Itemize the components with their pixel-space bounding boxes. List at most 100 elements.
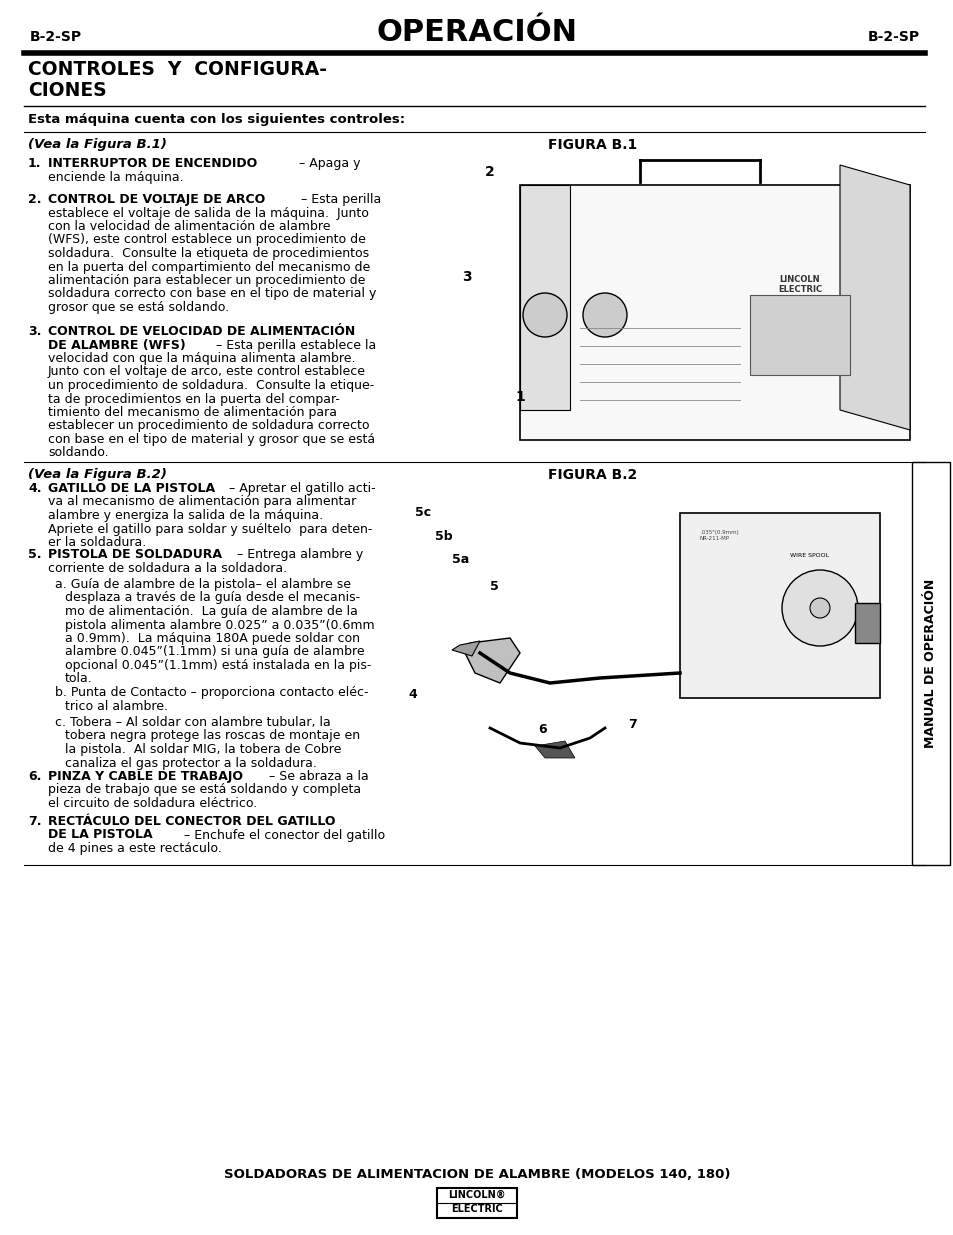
Text: ta de procedimientos en la puerta del compar-: ta de procedimientos en la puerta del co… [48,393,339,405]
Text: desplaza a través de la guía desde el mecanis-: desplaza a través de la guía desde el me… [65,592,359,604]
Text: B-2-SP: B-2-SP [30,30,82,44]
Text: 3.: 3. [28,325,41,338]
Text: (Vea la Figura B.2): (Vea la Figura B.2) [28,468,167,480]
Text: FIGURA B.1: FIGURA B.1 [547,138,637,152]
Text: de 4 pines a este rectáculo.: de 4 pines a este rectáculo. [48,842,221,855]
Bar [749,295,849,375]
Text: LINCOLN
ELECTRIC: LINCOLN ELECTRIC [777,275,821,294]
Text: (Vea la Figura B.1): (Vea la Figura B.1) [28,138,167,151]
Text: pieza de trabajo que se está soldando y completa: pieza de trabajo que se está soldando y … [48,783,361,797]
Text: a. Guía de alambre de la pistola– el alambre se: a. Guía de alambre de la pistola– el ala… [55,578,351,592]
Text: OPERACIÓN: OPERACIÓN [376,19,577,47]
Text: 2.: 2. [28,193,42,206]
Text: GATILLO DE LA PISTOLA: GATILLO DE LA PISTOLA [48,482,214,495]
Text: soldadura.  Consulte la etiqueta de procedimientos: soldadura. Consulte la etiqueta de proce… [48,247,369,261]
Text: trico al alambre.: trico al alambre. [65,699,168,713]
Text: corriente de soldadura a la soldadora.: corriente de soldadura a la soldadora. [48,562,287,574]
Text: Apriete el gatillo para soldar y suéltelo  para deten-: Apriete el gatillo para soldar y suéltel… [48,522,372,536]
Text: enciende la máquina.: enciende la máquina. [48,170,183,184]
Text: – Enchufe el conector del gatillo: – Enchufe el conector del gatillo [180,829,385,841]
Text: 5c: 5c [415,506,431,519]
Text: alambre 0.045”(1.1mm) si una guía de alambre: alambre 0.045”(1.1mm) si una guía de ala… [65,646,364,658]
Text: soldando.: soldando. [48,447,109,459]
Text: 1: 1 [515,390,524,404]
Text: WIRE SPOOL: WIRE SPOOL [790,553,829,558]
Text: 7: 7 [627,718,636,731]
Text: – Esta perilla establece la: – Esta perilla establece la [212,338,375,352]
Text: Junto con el voltaje de arco, este control establece: Junto con el voltaje de arco, este contr… [48,366,366,378]
Text: opcional 0.045”(1.1mm) está instalada en la pis-: opcional 0.045”(1.1mm) está instalada en… [65,659,371,672]
Text: canaliza el gas protector a la soldadura.: canaliza el gas protector a la soldadura… [65,757,316,769]
Text: ELECTRIC: ELECTRIC [451,1204,502,1214]
Text: 1.: 1. [28,157,42,170]
Circle shape [582,293,626,337]
Polygon shape [535,741,575,758]
Text: tola.: tola. [65,673,92,685]
Text: alimentación para establecer un procedimiento de: alimentación para establecer un procedim… [48,274,365,287]
Text: la pistola.  Al soldar MIG, la tobera de Cobre: la pistola. Al soldar MIG, la tobera de … [65,743,341,756]
Text: CONTROL DE VOLTAJE DE ARCO: CONTROL DE VOLTAJE DE ARCO [48,193,265,206]
Text: 7.: 7. [28,815,42,827]
Text: MANUAL DE OPERACIÓN: MANUAL DE OPERACIÓN [923,579,937,748]
Text: establecer un procedimiento de soldadura correcto: establecer un procedimiento de soldadura… [48,420,369,432]
Bar [854,603,879,643]
Text: – Se abraza a la: – Se abraza a la [265,769,369,783]
Text: a 0.9mm).  La máquina 180A puede soldar con: a 0.9mm). La máquina 180A puede soldar c… [65,632,359,645]
Circle shape [522,293,566,337]
Text: B-2-SP: B-2-SP [867,30,919,44]
Text: er la soldadura.: er la soldadura. [48,536,146,550]
Text: mo de alimentación.  La guía de alambre de la: mo de alimentación. La guía de alambre d… [65,605,357,618]
Polygon shape [452,641,479,656]
Text: 6: 6 [537,722,546,736]
Text: alambre y energiza la salida de la máquina.: alambre y energiza la salida de la máqui… [48,509,323,522]
Text: FIGURA B.2: FIGURA B.2 [547,468,637,482]
Text: pistola alimenta alambre 0.025” a 0.035”(0.6mm: pistola alimenta alambre 0.025” a 0.035”… [65,619,375,631]
Text: c. Tobera – Al soldar con alambre tubular, la: c. Tobera – Al soldar con alambre tubula… [55,716,331,729]
Circle shape [809,598,829,618]
Text: un procedimiento de soldadura.  Consulte la etique-: un procedimiento de soldadura. Consulte … [48,379,374,391]
Polygon shape [464,638,519,683]
Text: velocidad con que la máquina alimenta alambre.: velocidad con que la máquina alimenta al… [48,352,355,366]
Text: PISTOLA DE SOLDADURA: PISTOLA DE SOLDADURA [48,548,222,561]
Bar [519,185,909,440]
Text: CIONES: CIONES [28,82,107,100]
Text: 3: 3 [461,270,471,284]
Polygon shape [840,165,909,430]
Text: 2: 2 [484,165,495,179]
Text: soldadura correcto con base en el tipo de material y: soldadura correcto con base en el tipo d… [48,288,376,300]
Bar [679,513,879,698]
Text: RECTÁCULO DEL CONECTOR DEL GATILLO: RECTÁCULO DEL CONECTOR DEL GATILLO [48,815,335,827]
Text: con base en el tipo de material y grosor que se está: con base en el tipo de material y grosor… [48,433,375,446]
Text: 5b: 5b [435,530,452,543]
Bar [436,1188,517,1218]
Text: .035"(0.9mm)
NR-211-MP: .035"(0.9mm) NR-211-MP [700,530,738,541]
Text: CONTROL DE VELOCIDAD DE ALIMENTACIÓN: CONTROL DE VELOCIDAD DE ALIMENTACIÓN [48,325,355,338]
Text: establece el voltaje de salida de la máquina.  Junto: establece el voltaje de salida de la máq… [48,206,369,220]
Circle shape [781,571,857,646]
Text: 5.: 5. [28,548,42,561]
Text: 5: 5 [490,580,498,593]
Text: PINZA Y CABLE DE TRABAJO: PINZA Y CABLE DE TRABAJO [48,769,243,783]
Text: grosor que se está soldando.: grosor que se está soldando. [48,301,229,314]
Text: 6.: 6. [28,769,41,783]
Text: – Esta perilla: – Esta perilla [296,193,381,206]
Text: – Apaga y: – Apaga y [294,157,360,170]
Text: – Entrega alambre y: – Entrega alambre y [233,548,363,561]
Text: – Apretar el gatillo acti-: – Apretar el gatillo acti- [225,482,375,495]
Text: con la velocidad de alimentación de alambre: con la velocidad de alimentación de alam… [48,220,330,233]
Text: tobera negra protege las roscas de montaje en: tobera negra protege las roscas de monta… [65,730,359,742]
Text: SOLDADORAS DE ALIMENTACION DE ALAMBRE (MODELOS 140, 180): SOLDADORAS DE ALIMENTACION DE ALAMBRE (M… [224,1168,729,1181]
Text: DE ALAMBRE (WFS): DE ALAMBRE (WFS) [48,338,186,352]
Text: b. Punta de Contacto – proporciona contacto eléc-: b. Punta de Contacto – proporciona conta… [55,685,368,699]
Bar [911,462,949,864]
Text: (WFS), este control establece un procedimiento de: (WFS), este control establece un procedi… [48,233,366,247]
Text: va al mecanismo de alimentación para alimentar: va al mecanismo de alimentación para ali… [48,495,355,509]
Text: el circuito de soldadura eléctrico.: el circuito de soldadura eléctrico. [48,797,257,810]
Text: 4.: 4. [28,482,42,495]
Text: en la puerta del compartimiento del mecanismo de: en la puerta del compartimiento del meca… [48,261,370,273]
Text: 4: 4 [408,688,416,701]
Text: CONTROLES  Y  CONFIGURA-: CONTROLES Y CONFIGURA- [28,61,327,79]
Text: 5a: 5a [452,553,469,566]
Text: LINCOLN®: LINCOLN® [448,1191,505,1200]
Text: Esta máquina cuenta con los siguientes controles:: Esta máquina cuenta con los siguientes c… [28,112,405,126]
